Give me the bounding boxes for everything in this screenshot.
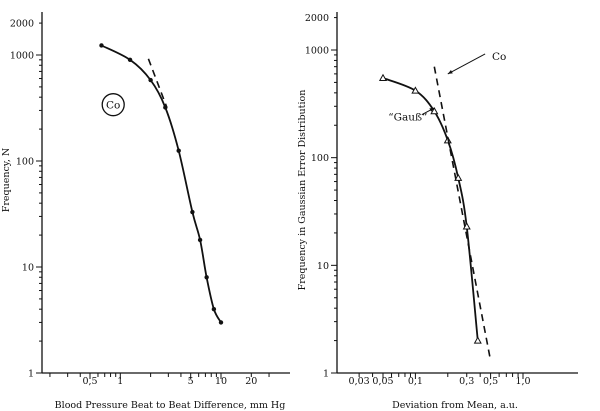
y-tick-label: 10 <box>317 261 329 272</box>
y-tick-label: 1000 <box>10 51 34 62</box>
x-tick-label: 0,05 <box>372 376 393 387</box>
x-tick-label: 1,0 <box>515 376 530 387</box>
dashed-line <box>433 66 492 361</box>
data-point <box>99 43 104 48</box>
chart-gaussian-distribution: 1 10 100 1000 2000 0,03 0,05 0,1 0,3 0,5 1,0 Deviat… <box>297 12 578 411</box>
arrow-head <box>429 107 435 112</box>
data-point <box>204 275 209 280</box>
dashed-line <box>147 58 168 108</box>
annotation-label: Co <box>106 100 120 112</box>
y-tick-label: 2000 <box>10 19 34 30</box>
y-tick-label: 10 <box>22 263 34 274</box>
data-point <box>176 148 181 153</box>
data-point <box>218 320 224 325</box>
x-tick-label: 0,5 <box>483 376 498 387</box>
x-tick-label: 0,3 <box>459 376 474 387</box>
y-tick-label: 100 <box>311 153 329 164</box>
annotation-label: Co <box>492 51 506 63</box>
annotation-arrow <box>447 53 486 75</box>
y-tick-label: 2000 <box>305 13 329 24</box>
y-tick-label: 1 <box>323 369 329 380</box>
annotation-label: “Gauß” <box>388 112 427 124</box>
data-point <box>190 209 195 215</box>
chart-blood-pressure: 1 10 100 1000 2000 0,5 1 5 10 20 Blood Pressure Be… <box>1 12 290 411</box>
data-point <box>454 173 463 181</box>
x-tick-label: 5 <box>188 376 194 387</box>
arrow-head <box>447 70 453 74</box>
data-point <box>430 106 439 115</box>
x-tick-label: 1 <box>117 376 123 387</box>
data-point <box>473 336 482 344</box>
y-tick-label: 1 <box>28 369 34 380</box>
y-axis-title: Frequency, N <box>1 148 12 212</box>
data-point <box>411 86 420 94</box>
annotation-circle <box>101 93 125 117</box>
x-tick-label: 10 <box>215 376 227 387</box>
x-tick-label: 0,03 <box>349 376 370 387</box>
data-point <box>211 306 217 312</box>
data-point <box>197 237 203 243</box>
data-point <box>378 73 388 82</box>
y-tick-label: 100 <box>16 157 34 168</box>
y-axis-title: Frequency in Gaussian Error Distribution <box>297 90 308 291</box>
x-axis-title: Deviation from Mean, a.u. <box>392 400 518 411</box>
data-point <box>148 77 153 83</box>
x-tick-label: 0,5 <box>82 376 97 387</box>
y-tick-label: 1000 <box>305 46 329 57</box>
x-tick-label: 0,1 <box>408 376 423 387</box>
data-point <box>127 57 133 63</box>
x-axis-title: Blood Pressure Beat to Beat Difference, … <box>55 400 286 411</box>
x-tick-label: 20 <box>245 376 257 387</box>
series-curve <box>101 44 222 323</box>
